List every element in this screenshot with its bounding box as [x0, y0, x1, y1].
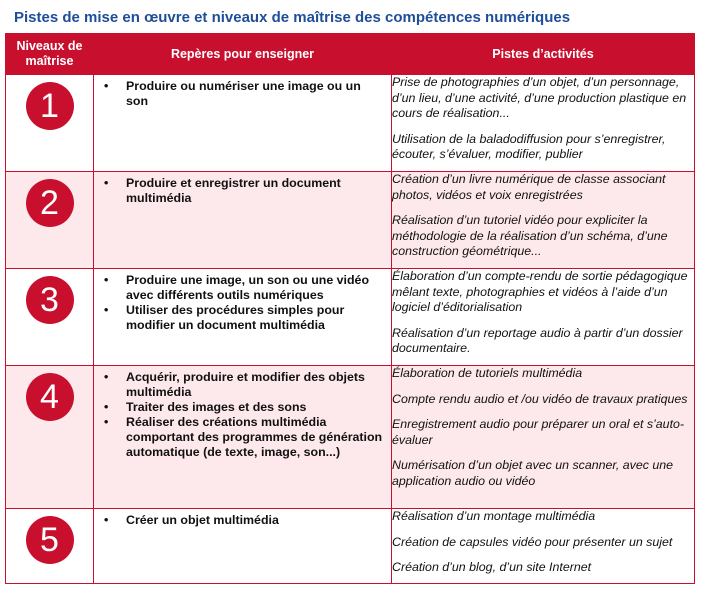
activity-text: Réalisation d’un reportage audio à parti…: [392, 325, 683, 356]
activity-text: Création d’un livre numérique de classe …: [392, 172, 666, 202]
level-cell: 4: [5, 365, 94, 509]
list-item: Produire et enregistrer un document mult…: [94, 176, 385, 206]
activity-text: Utilisation de la baladodiffusion pour s…: [392, 131, 666, 162]
activities-cell: Élaboration d’un compte-rendu de sortie …: [391, 268, 695, 366]
activity-text: Réalisation d’un montage multimédia: [392, 509, 596, 523]
activity-text: Élaboration d’un compte-rendu de sortie …: [392, 269, 688, 314]
activities-cell: Réalisation d’un montage multimédia Créa…: [391, 508, 695, 584]
refs-cell: Produire une image, un son ou une vidéo …: [93, 268, 392, 366]
activity-text: Création d’un blog, d’un site Internet: [392, 560, 592, 574]
competences-table: Niveaux de maîtrise Repères pour enseign…: [5, 33, 695, 584]
activity-text: Réalisation d’un tutoriel vidéo pour exp…: [392, 213, 668, 258]
refs-cell: Produire et enregistrer un document mult…: [93, 171, 392, 269]
refs-cell: Produire ou numériser une image ou un so…: [93, 74, 392, 172]
page-title: Pistes de mise en œuvre et niveaux de ma…: [14, 9, 571, 26]
level-badge: 5: [25, 516, 74, 564]
table-row: 4 Acquérir, produire et modifier des obj…: [5, 365, 695, 509]
activities-cell: Création d’un livre numérique de classe …: [391, 171, 695, 269]
activity-text: Élaboration de tutoriels multimédia: [392, 366, 583, 380]
level-badge: 1: [25, 82, 74, 130]
list-item: Produire ou numériser une image ou un so…: [94, 79, 385, 109]
level-cell: 3: [5, 268, 94, 366]
activity-text: Enregistrement audio pour préparer un or…: [392, 417, 685, 447]
activity-text: Création de capsules vidéo pour présente…: [392, 534, 673, 549]
list-item: Acquérir, produire et modifier des objet…: [94, 370, 385, 400]
level-badge: 3: [25, 276, 74, 324]
table-row: 2 Produire et enregistrer un document mu…: [5, 171, 695, 269]
level-badge: 4: [25, 373, 74, 421]
level-cell: 5: [5, 508, 94, 584]
level-badge: 2: [25, 179, 74, 227]
refs-cell: Créer un objet multimédia: [93, 508, 392, 584]
list-item: Réaliser des créations multimédia compor…: [94, 415, 385, 460]
activity-text: Compte rendu audio et /ou vidéo de trava…: [392, 391, 688, 406]
activities-cell: Élaboration de tutoriels multimédia Comp…: [391, 365, 695, 509]
list-item: Utiliser des procédures simples pour mod…: [94, 303, 385, 333]
table-header-row: Niveaux de maîtrise Repères pour enseign…: [5, 33, 695, 75]
activity-text: Numérisation d’un objet avec un scanner,…: [392, 458, 674, 488]
list-item: Produire une image, un son ou une vidéo …: [94, 273, 385, 303]
table-row: 1 Produire ou numériser une image ou un …: [5, 74, 695, 172]
refs-cell: Acquérir, produire et modifier des objet…: [93, 365, 392, 509]
header-pistes: Pistes d’activités: [391, 33, 695, 75]
list-item: Traiter des images et des sons: [94, 400, 385, 415]
header-niveaux: Niveaux de maîtrise: [5, 33, 94, 75]
level-cell: 2: [5, 171, 94, 269]
level-cell: 1: [5, 74, 94, 172]
header-reperes: Repères pour enseigner: [93, 33, 392, 75]
activity-text: Prise de photographies d’un objet, d’un …: [392, 75, 687, 120]
table-row: 5 Créer un objet multimédia Réalisation …: [5, 508, 695, 584]
list-item: Créer un objet multimédia: [94, 513, 385, 528]
table-row: 3 Produire une image, un son ou une vidé…: [5, 268, 695, 366]
activities-cell: Prise de photographies d’un objet, d’un …: [391, 74, 695, 172]
